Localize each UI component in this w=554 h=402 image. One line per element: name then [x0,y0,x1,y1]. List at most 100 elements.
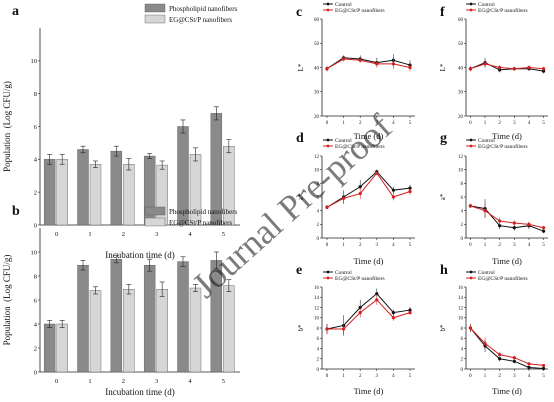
legend-marker [326,138,330,142]
y-tick-label: 4 [461,209,464,214]
x-tick-label: 0 [326,121,329,126]
series-line-egcst [470,205,544,229]
y-tick-label: 4 [34,157,38,164]
data-point [512,226,516,230]
x-tick-label: 4 [392,374,395,379]
legend-label: Control [478,2,495,8]
data-point [341,57,346,61]
data-point [512,359,516,363]
data-point [498,65,502,70]
x-tick-label: 5 [409,121,412,126]
panel-letter: b [12,204,20,219]
x-tick-label: 0 [326,374,329,379]
y-tick-label: 30 [458,91,464,96]
bar-egcst [156,289,168,373]
y-tick-label: 2 [34,345,37,352]
y-axis-label: L* [297,63,305,71]
y-tick-label: 6 [34,297,38,304]
x-tick-label: 0 [469,374,472,379]
series-line-control [326,57,411,70]
data-point [542,69,546,73]
legend-marker [326,276,330,280]
y-tick-label: 2 [317,223,320,228]
data-point [375,298,379,302]
series-line-control [326,171,411,208]
x-tick-label: 4 [188,378,192,385]
panel-letter: c [296,5,302,20]
bar-phospholipid [143,265,156,373]
data-point [391,62,396,66]
data-point [468,326,472,330]
legend-label: Control [478,270,495,276]
y-tick-label: 8 [34,91,37,98]
x-tick-label: 1 [484,121,487,126]
data-point [358,185,362,189]
y-tick-label: 4 [461,347,464,352]
y-tick-label: 60 [458,18,464,23]
data-point [358,58,362,62]
data-point [542,229,546,233]
x-tick-label: 5 [222,378,225,385]
y-tick-label: 6 [461,337,464,342]
legend-label: EG@CSt/P nanofibers [478,275,528,282]
data-point [498,224,502,228]
legend-swatch [144,206,166,216]
y-tick-label: 14 [314,296,320,301]
x-axis-label: Time (d) [354,131,384,141]
y-tick-label: 8 [461,182,464,187]
data-point [341,196,346,200]
x-tick-label: 1 [342,374,345,379]
y-tick-label: 40 [314,66,320,71]
x-tick-label: 3 [155,378,158,385]
y-tick-label: 50 [458,42,464,47]
y-tick-label: 0 [317,237,320,242]
legend-label: EG@CSt/P nanofibers [335,275,385,282]
legend-label: EG@CSt/P nanofibers [169,16,232,24]
data-point [498,357,502,361]
bar-egcst [123,289,135,373]
x-tick-label: 2 [498,121,501,126]
series-line-egcst [470,63,544,70]
bar-phospholipid [110,259,123,373]
x-tick-label: 2 [498,243,501,248]
data-point [391,195,396,199]
y-tick-label: 60 [314,18,320,23]
data-point [542,67,546,71]
panel-letter: a [12,4,19,19]
data-point [527,362,531,366]
y-tick-label: 12 [458,306,464,311]
legend-marker [326,2,330,6]
data-point [408,65,412,70]
y-tick-label: 10 [458,317,464,322]
data-point [325,67,329,71]
bar-egcst [56,323,68,373]
data-point [375,292,379,296]
legend-label: Phospholipid nanofibers [169,5,238,13]
legend-marker [469,270,473,274]
x-tick-label: 1 [342,243,345,248]
x-tick-label: 0 [469,121,472,126]
legend-marker [326,144,330,148]
y-tick-label: 30 [314,91,320,96]
legend-swatch [144,14,166,24]
legend-marker [469,138,473,142]
legend-label: Control [335,138,352,144]
data-point [512,356,516,360]
x-tick-label: 2 [498,374,501,379]
y-tick-label: 4 [317,209,320,214]
legend-marker [326,8,330,12]
y-tick-label: 6 [317,196,320,201]
series-line-egcst [326,299,411,330]
x-tick-label: 5 [222,231,225,238]
x-tick-label: 5 [542,243,545,248]
data-point [358,311,362,315]
data-point [408,189,412,194]
x-axis-label: Time (d) [492,131,522,141]
legend-marker [469,8,473,12]
y-tick-label: 20 [314,115,320,120]
data-point [542,366,546,371]
y-tick-label: 10 [31,58,38,65]
